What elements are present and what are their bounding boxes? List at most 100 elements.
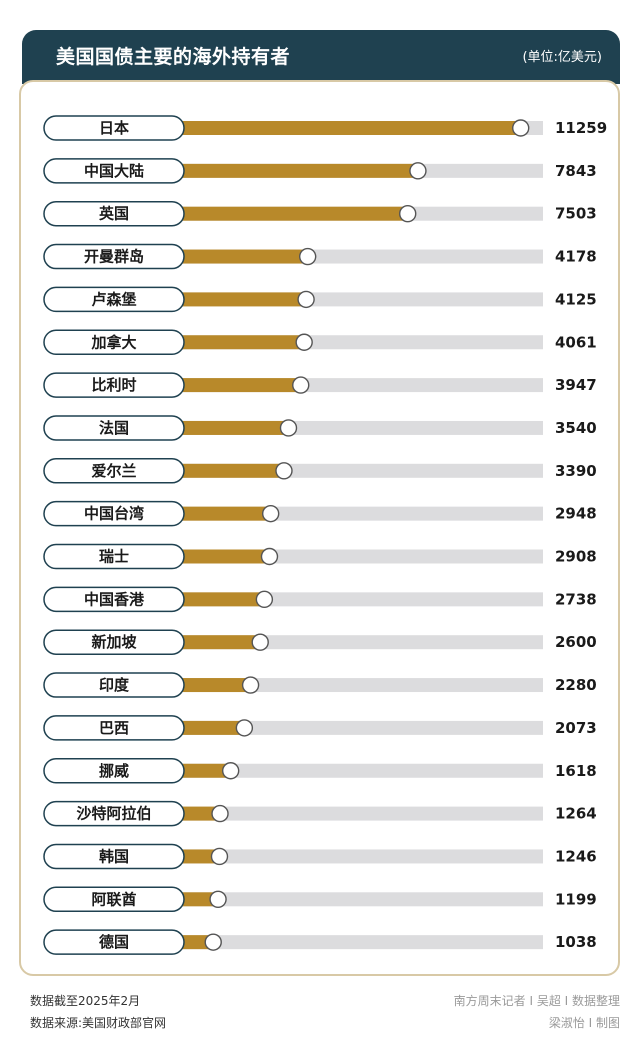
category-pill: [43, 329, 185, 355]
bar-end-marker: [279, 419, 298, 437]
category-pill: [43, 672, 185, 698]
category-label: 中国台湾: [84, 505, 144, 523]
category-label: 德国: [99, 933, 129, 951]
bar: [182, 849, 220, 864]
bar-end-marker: [211, 804, 229, 823]
credit-design: 梁淑怡 I 制图: [548, 1016, 620, 1030]
bar: [182, 335, 305, 350]
value-label: 2073: [555, 719, 597, 737]
chart-panel: [19, 80, 620, 976]
category-label: 中国香港: [84, 590, 145, 608]
bar-end-marker: [295, 333, 313, 351]
value-label: 4061: [555, 333, 597, 351]
bar-end-marker: [235, 719, 254, 737]
bar: [182, 163, 418, 178]
value-label: 7503: [555, 205, 597, 223]
category-label: 比利时: [91, 376, 136, 394]
footer-notes: 数据截至2025年2月 数据来源:美国财政部官网: [30, 990, 166, 1034]
bar: [182, 806, 221, 821]
bar: [182, 292, 307, 307]
category-label: 日本: [99, 119, 129, 137]
bar-track: [182, 892, 543, 907]
category-label: 沙特阿拉伯: [76, 805, 151, 823]
category-pill: [43, 758, 185, 784]
bar-end-marker: [292, 376, 310, 394]
bar: [182, 720, 245, 735]
date-note: 数据截至2025年2月: [30, 994, 141, 1008]
category-label: 挪威: [99, 762, 129, 780]
bar: [182, 420, 289, 435]
bar: [182, 892, 219, 907]
value-label: 1199: [555, 890, 597, 908]
value-label: 3947: [555, 376, 597, 394]
bar-track: [182, 849, 543, 864]
category-pill: [43, 629, 185, 655]
bar-end-marker: [298, 247, 317, 266]
category-label: 卢森堡: [91, 290, 136, 308]
bar: [182, 678, 251, 693]
footer-credits: 南方周末记者 I 吴超 I 数据整理 梁淑怡 I 制图: [454, 990, 620, 1034]
bar-end-marker: [209, 890, 227, 908]
bar-end-marker: [275, 462, 293, 480]
bar-end-marker: [399, 204, 417, 223]
bar-end-marker: [210, 847, 229, 866]
category-label: 阿联酋: [91, 890, 136, 908]
category-label: 瑞士: [99, 548, 129, 566]
category-label: 英国: [99, 205, 129, 223]
bar: [182, 763, 231, 778]
category-pill: [43, 543, 185, 570]
bar: [182, 635, 261, 650]
value-label: 2600: [555, 633, 597, 651]
value-label: 2280: [555, 676, 597, 694]
bar: [182, 463, 284, 478]
category-label: 加拿大: [90, 333, 136, 351]
bar-track: [182, 720, 543, 735]
value-label: 2948: [555, 505, 597, 523]
bar-track: [182, 678, 543, 693]
category-pill: [43, 800, 185, 827]
category-pill: [43, 415, 185, 441]
category-label: 印度: [99, 676, 130, 694]
bar: [182, 206, 408, 221]
bar-end-marker: [297, 290, 315, 309]
value-label: 4125: [555, 290, 597, 308]
bar: [182, 121, 521, 135]
unit-label: (单位:亿美元): [522, 50, 602, 65]
source-note: 数据来源:美国财政部官网: [30, 1016, 167, 1030]
bar-track: [182, 935, 543, 950]
category-pill: [43, 929, 185, 955]
value-label: 2908: [555, 548, 597, 566]
category-pill: [43, 843, 185, 870]
category-label: 开曼群岛: [84, 248, 144, 266]
category-pill: [43, 372, 185, 398]
bar-end-marker: [409, 162, 427, 180]
value-label: 1618: [555, 762, 597, 780]
bar-end-marker: [251, 633, 269, 651]
bar: [182, 592, 265, 607]
bar-end-marker: [261, 504, 280, 523]
category-pill: [43, 458, 185, 484]
value-label: 3390: [555, 462, 597, 480]
bar-end-marker: [255, 590, 274, 609]
category-pill: [43, 243, 185, 270]
chart-title: 美国国债主要的海外持有者: [56, 46, 291, 68]
category-pill: [43, 158, 185, 184]
bar-track: [182, 763, 543, 778]
category-label: 韩国: [99, 847, 129, 865]
bar-track: [182, 635, 543, 650]
bar-end-marker: [204, 933, 222, 951]
category-label: 巴西: [99, 719, 129, 737]
category-pill: [43, 886, 185, 913]
bar-track: [182, 806, 543, 821]
category-label: 爱尔兰: [91, 462, 136, 480]
value-label: 4178: [555, 248, 597, 266]
value-label: 1264: [555, 805, 597, 823]
bar-end-marker: [241, 676, 260, 694]
value-label: 11259: [555, 119, 607, 137]
category-pill: [43, 286, 185, 313]
credit-data: 南方周末记者 I 吴超 I 数据整理: [453, 994, 620, 1008]
value-label: 2738: [555, 590, 597, 608]
value-label: 7843: [555, 162, 597, 180]
category-pill: [43, 200, 185, 227]
